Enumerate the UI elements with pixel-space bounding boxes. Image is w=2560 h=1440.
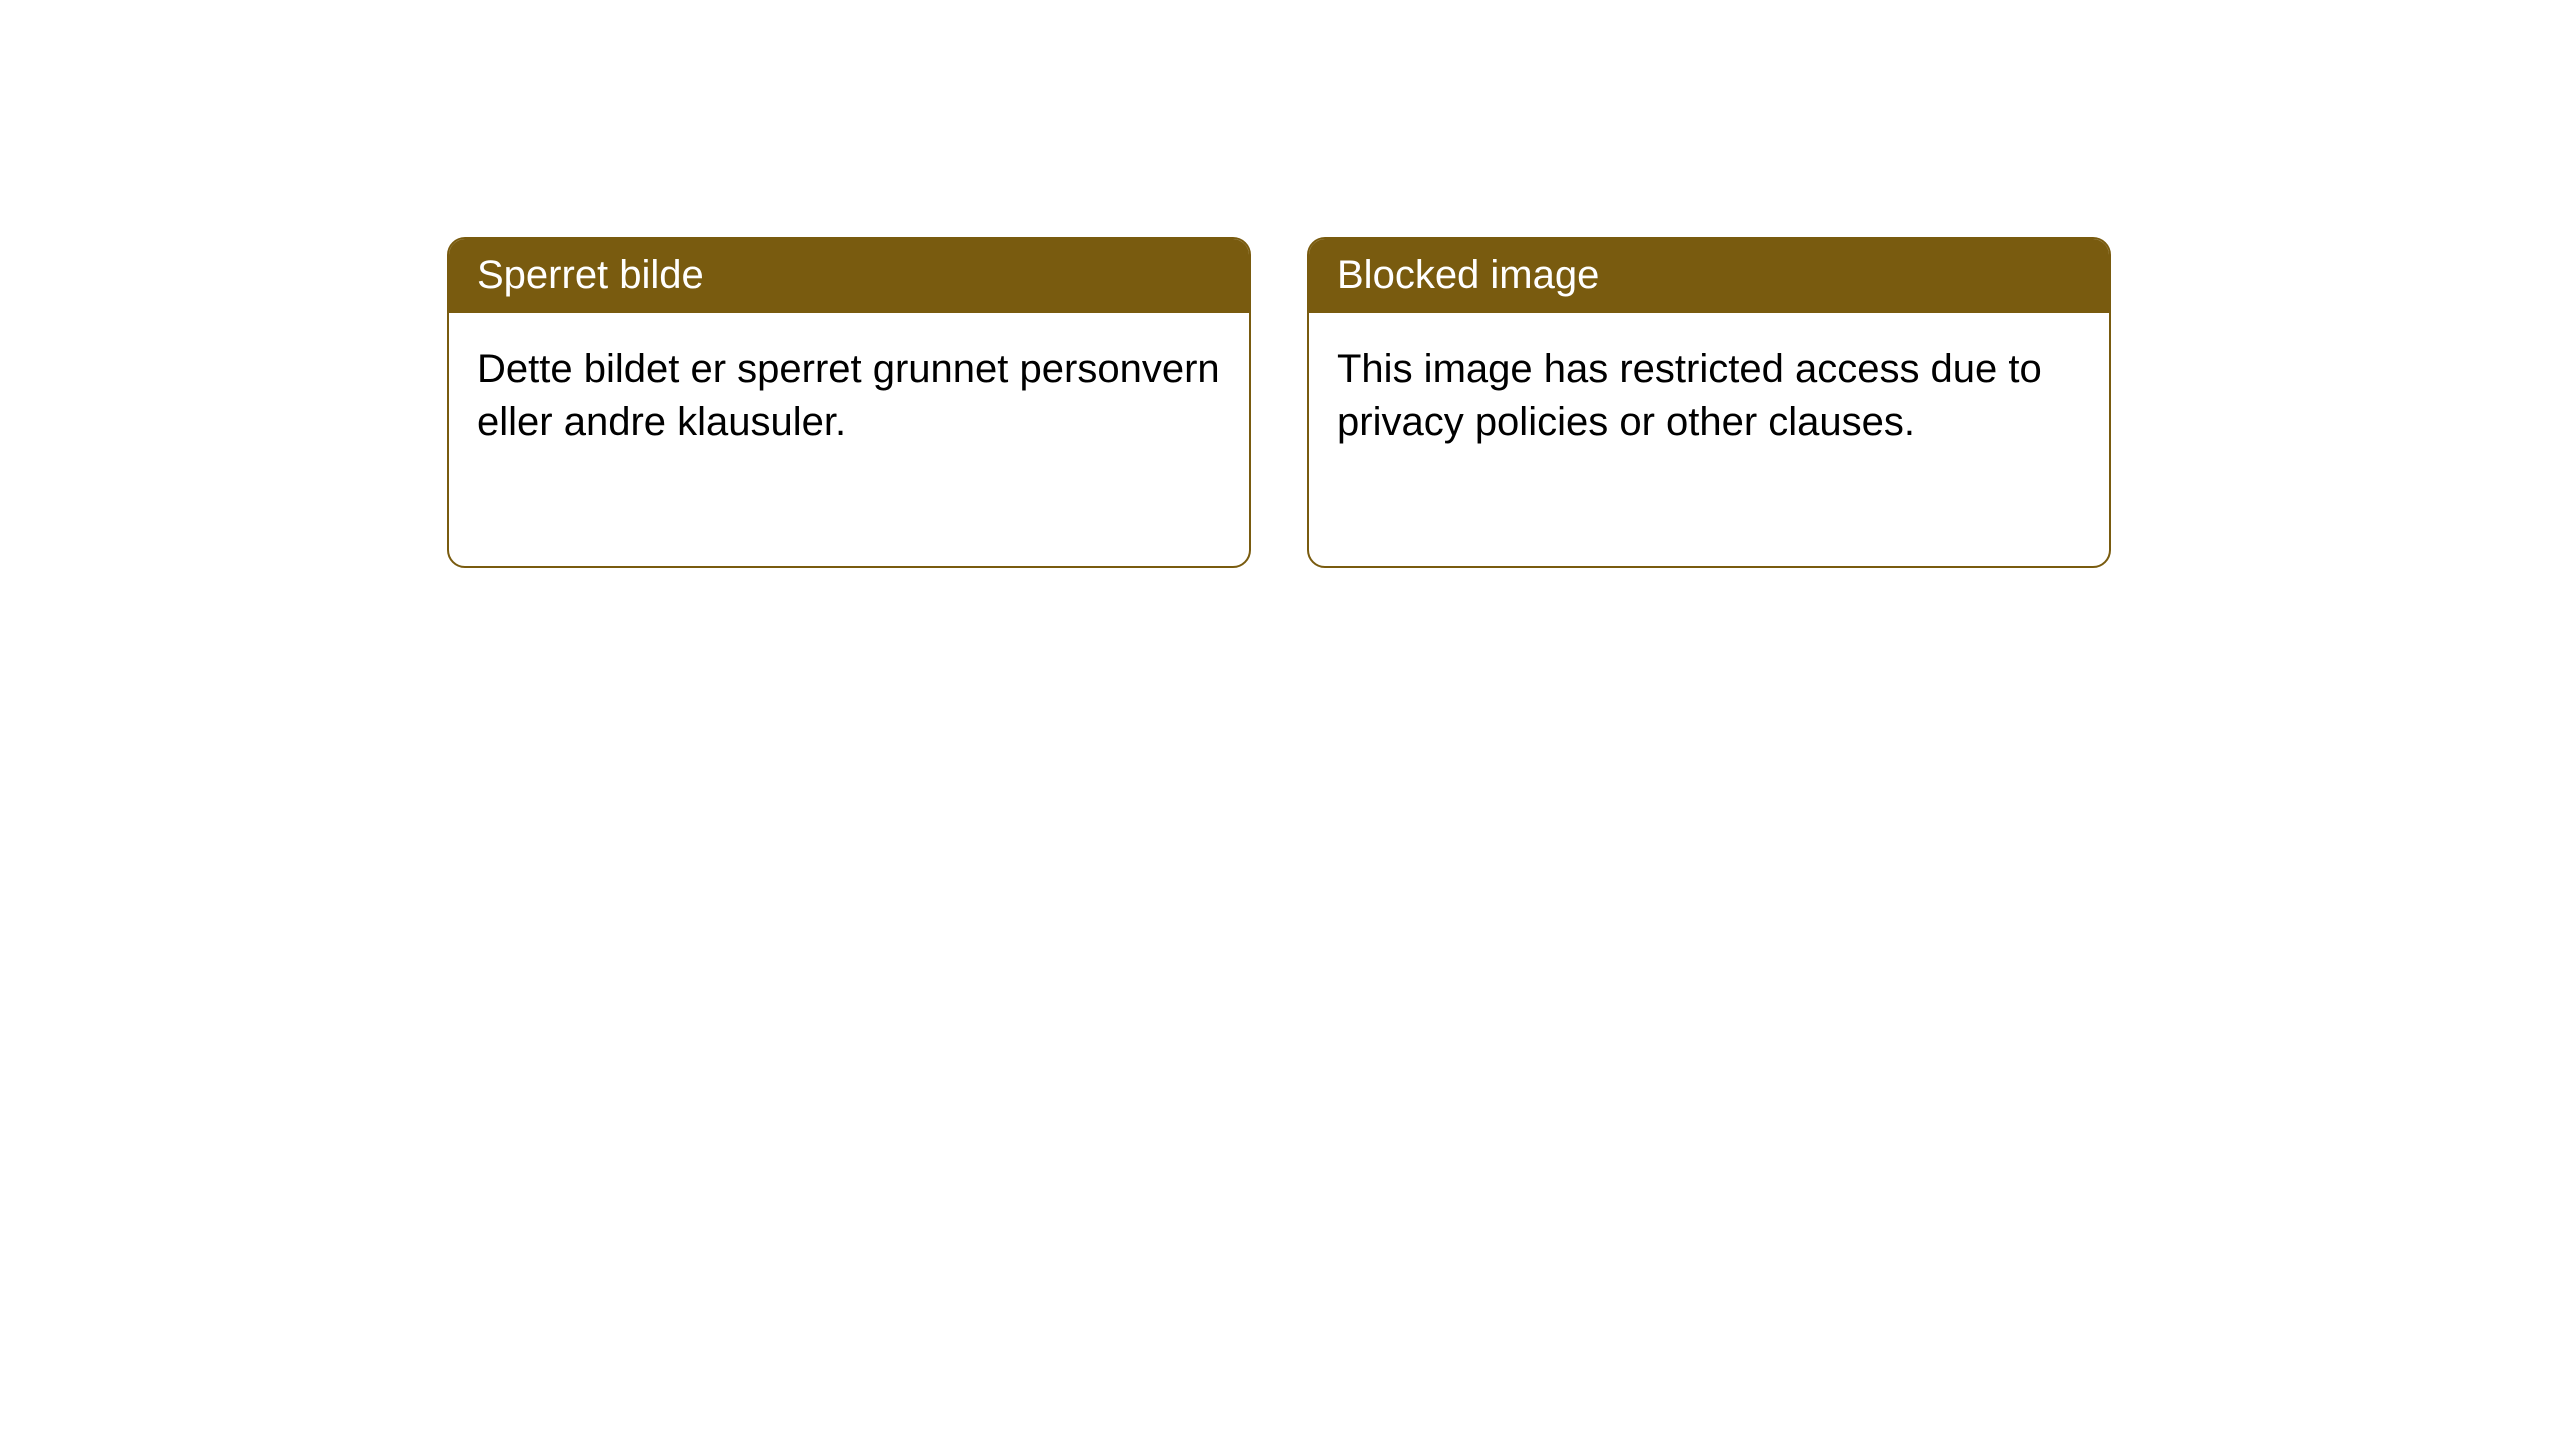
notice-header: Sperret bilde (449, 239, 1249, 313)
notice-header: Blocked image (1309, 239, 2109, 313)
notice-card-norwegian: Sperret bilde Dette bildet er sperret gr… (447, 237, 1251, 568)
notice-body: This image has restricted access due to … (1309, 313, 2109, 479)
notice-card-english: Blocked image This image has restricted … (1307, 237, 2111, 568)
notice-title: Blocked image (1337, 253, 1599, 297)
notice-container: Sperret bilde Dette bildet er sperret gr… (447, 237, 2111, 568)
notice-body-text: This image has restricted access due to … (1337, 347, 2042, 444)
notice-title: Sperret bilde (477, 253, 704, 297)
notice-body-text: Dette bildet er sperret grunnet personve… (477, 347, 1220, 444)
notice-body: Dette bildet er sperret grunnet personve… (449, 313, 1249, 479)
